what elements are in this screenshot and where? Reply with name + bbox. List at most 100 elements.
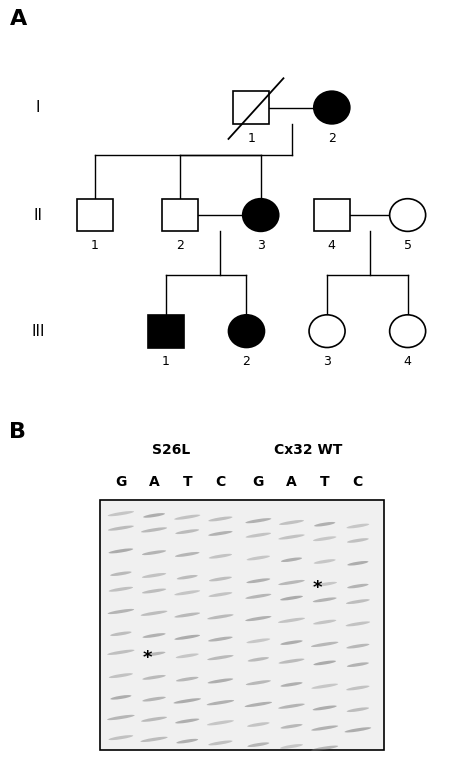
Ellipse shape: [347, 584, 369, 588]
Text: 2: 2: [243, 356, 250, 368]
Ellipse shape: [246, 638, 270, 644]
Ellipse shape: [141, 611, 167, 616]
Text: A: A: [9, 8, 27, 28]
Ellipse shape: [176, 739, 198, 743]
Ellipse shape: [207, 700, 234, 705]
Ellipse shape: [346, 644, 369, 648]
Text: 1: 1: [91, 239, 99, 252]
Bar: [100, 499, 384, 750]
Circle shape: [314, 91, 350, 124]
Ellipse shape: [109, 674, 133, 678]
Ellipse shape: [345, 727, 371, 733]
Text: T: T: [182, 475, 192, 489]
Ellipse shape: [313, 706, 337, 710]
Ellipse shape: [313, 660, 336, 665]
Text: *: *: [313, 579, 322, 597]
Ellipse shape: [110, 695, 131, 700]
Ellipse shape: [278, 703, 305, 709]
Ellipse shape: [245, 702, 272, 707]
Ellipse shape: [177, 575, 198, 580]
Ellipse shape: [314, 522, 335, 527]
Ellipse shape: [311, 684, 338, 689]
Bar: [148, 315, 184, 347]
Ellipse shape: [176, 677, 199, 681]
Ellipse shape: [174, 515, 200, 520]
Ellipse shape: [313, 598, 337, 602]
Text: 2: 2: [176, 239, 184, 252]
Ellipse shape: [246, 555, 270, 561]
Text: S26L: S26L: [152, 443, 190, 457]
Text: G: G: [115, 475, 127, 489]
Ellipse shape: [279, 659, 304, 664]
Text: A: A: [149, 475, 159, 489]
Circle shape: [390, 315, 426, 347]
Text: I: I: [36, 100, 40, 115]
Text: 3: 3: [257, 239, 264, 252]
Ellipse shape: [347, 561, 368, 565]
Ellipse shape: [281, 724, 302, 729]
Ellipse shape: [207, 614, 234, 620]
Text: II: II: [34, 207, 42, 223]
Ellipse shape: [109, 587, 133, 591]
Ellipse shape: [176, 654, 199, 658]
Bar: [233, 91, 269, 124]
Ellipse shape: [246, 533, 271, 538]
Ellipse shape: [209, 592, 232, 597]
Ellipse shape: [107, 715, 135, 720]
Ellipse shape: [313, 536, 337, 541]
Ellipse shape: [107, 650, 135, 655]
Ellipse shape: [311, 746, 338, 751]
Text: G: G: [253, 475, 264, 489]
Ellipse shape: [246, 594, 271, 599]
Text: B: B: [9, 422, 27, 442]
Text: Cx32 WT: Cx32 WT: [274, 443, 342, 457]
Ellipse shape: [207, 655, 234, 660]
Circle shape: [228, 315, 264, 347]
Ellipse shape: [246, 680, 271, 685]
Ellipse shape: [209, 554, 232, 558]
Ellipse shape: [311, 642, 338, 647]
Ellipse shape: [280, 596, 303, 601]
Ellipse shape: [209, 577, 232, 581]
Text: C: C: [215, 475, 226, 489]
Ellipse shape: [246, 518, 271, 523]
Bar: [162, 199, 198, 231]
Bar: [77, 199, 113, 231]
Text: 2: 2: [328, 131, 336, 144]
Ellipse shape: [174, 612, 200, 617]
Text: III: III: [31, 323, 45, 339]
Ellipse shape: [279, 520, 304, 525]
Ellipse shape: [281, 682, 302, 687]
Ellipse shape: [247, 743, 269, 747]
Ellipse shape: [278, 617, 305, 623]
Ellipse shape: [140, 737, 168, 742]
Ellipse shape: [108, 609, 134, 614]
Ellipse shape: [174, 634, 200, 640]
Ellipse shape: [173, 698, 201, 703]
Ellipse shape: [142, 573, 166, 578]
Text: C: C: [353, 475, 363, 489]
Text: 1: 1: [247, 131, 255, 144]
Ellipse shape: [143, 513, 165, 518]
Circle shape: [243, 199, 279, 231]
Text: T: T: [320, 475, 329, 489]
Ellipse shape: [209, 516, 232, 521]
Ellipse shape: [346, 599, 370, 604]
Ellipse shape: [141, 717, 167, 722]
Ellipse shape: [108, 525, 134, 531]
Ellipse shape: [208, 740, 233, 746]
Ellipse shape: [208, 678, 233, 684]
Circle shape: [390, 199, 426, 231]
Ellipse shape: [108, 511, 134, 516]
Ellipse shape: [110, 631, 132, 636]
Ellipse shape: [143, 652, 165, 657]
Ellipse shape: [141, 528, 167, 532]
Ellipse shape: [175, 529, 199, 534]
Ellipse shape: [280, 744, 303, 749]
Text: 3: 3: [323, 356, 331, 368]
Ellipse shape: [142, 550, 166, 555]
Ellipse shape: [278, 535, 305, 540]
Ellipse shape: [248, 657, 269, 662]
Ellipse shape: [313, 620, 336, 624]
Text: 5: 5: [404, 239, 411, 252]
